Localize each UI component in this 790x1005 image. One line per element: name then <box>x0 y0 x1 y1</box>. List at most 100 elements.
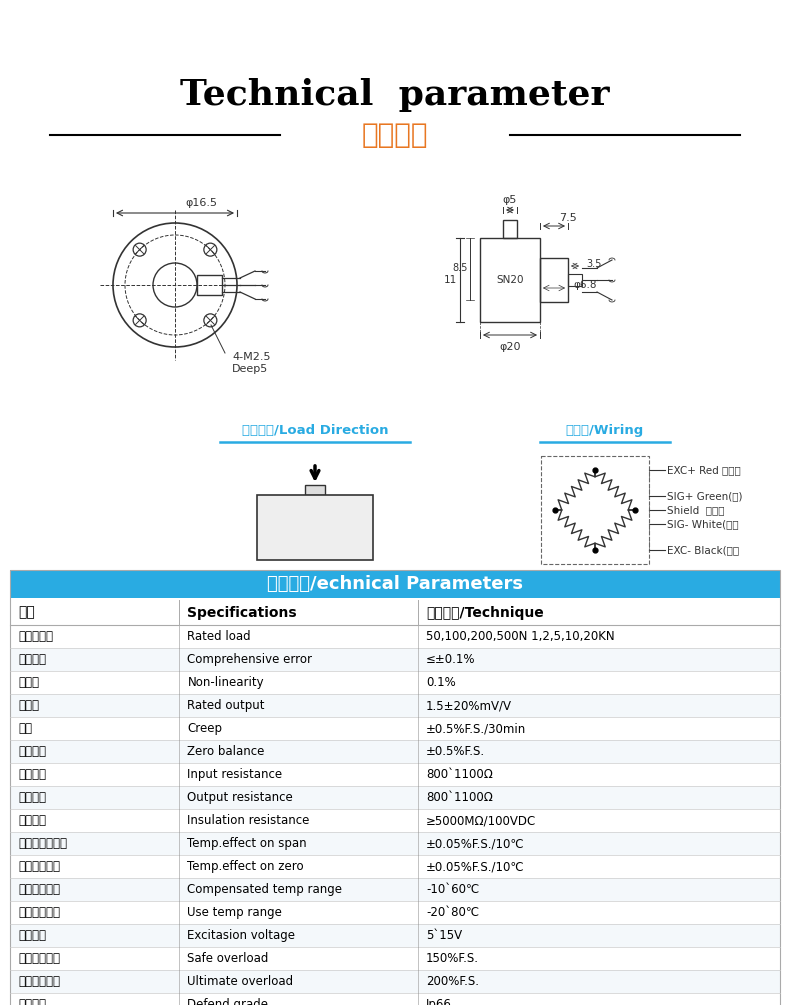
Bar <box>10 740 780 763</box>
Bar <box>10 694 780 717</box>
Text: Use temp range: Use temp range <box>187 906 282 919</box>
Text: 综合误差: 综合误差 <box>18 653 46 666</box>
Text: 200%F.S.: 200%F.S. <box>426 975 479 988</box>
Text: 温度补偿范围: 温度补偿范围 <box>18 883 60 896</box>
Text: Excitasion voltage: Excitasion voltage <box>187 929 295 942</box>
Bar <box>10 786 780 809</box>
Text: 绝缘电阻: 绝缘电阻 <box>18 814 46 827</box>
Text: 150%F.S.: 150%F.S. <box>426 952 479 965</box>
Bar <box>10 648 780 671</box>
Text: SIG- White(白）: SIG- White(白） <box>667 519 739 529</box>
Bar <box>10 993 780 1005</box>
Text: 技术参数: 技术参数 <box>362 121 428 149</box>
Text: ±0.05%F.S./10℃: ±0.05%F.S./10℃ <box>426 837 525 850</box>
Text: 受力方式/Load Direction: 受力方式/Load Direction <box>242 423 388 436</box>
Text: Rated load: Rated load <box>187 630 251 643</box>
Text: -10`60℃: -10`60℃ <box>426 883 480 896</box>
Text: 灵敏度温度影响: 灵敏度温度影响 <box>18 837 67 850</box>
Text: 零点输出: 零点输出 <box>18 745 46 758</box>
Text: Creep: Creep <box>187 722 223 735</box>
Text: φ16.5: φ16.5 <box>185 198 217 208</box>
Text: Zero balance: Zero balance <box>187 745 265 758</box>
Text: 使用温度范围: 使用温度范围 <box>18 906 60 919</box>
Text: 800`1100Ω: 800`1100Ω <box>426 768 493 781</box>
Text: Safe overload: Safe overload <box>187 952 269 965</box>
Text: Deep5: Deep5 <box>232 364 269 374</box>
Text: EXC- Black(黑）: EXC- Black(黑） <box>667 545 739 555</box>
Bar <box>480 238 540 322</box>
Bar <box>568 274 582 286</box>
Text: 技术指标/Technique: 技术指标/Technique <box>426 605 544 619</box>
Text: 激励电压: 激励电压 <box>18 929 46 942</box>
Text: Ultimate overload: Ultimate overload <box>187 975 294 988</box>
Bar <box>10 855 780 878</box>
Text: 灵敏度: 灵敏度 <box>18 699 39 712</box>
Text: EXC+ Red （红）: EXC+ Red （红） <box>667 465 741 475</box>
Bar <box>10 625 780 648</box>
Bar <box>10 878 780 901</box>
Text: SIG+ Green(绿): SIG+ Green(绿) <box>667 491 743 501</box>
Text: φ5: φ5 <box>502 195 517 205</box>
Text: Technical  parameter: Technical parameter <box>180 78 610 112</box>
Text: ≤±0.1%: ≤±0.1% <box>426 653 476 666</box>
Text: 参数: 参数 <box>18 605 35 619</box>
Bar <box>540 258 568 302</box>
Text: 8.5: 8.5 <box>453 263 468 273</box>
Text: 安全过载范围: 安全过载范围 <box>18 952 60 965</box>
Text: Insulation resistance: Insulation resistance <box>187 814 310 827</box>
Bar <box>10 600 780 625</box>
Text: 输入阻抗: 输入阻抗 <box>18 768 46 781</box>
Text: ±0.05%F.S./10℃: ±0.05%F.S./10℃ <box>426 860 525 873</box>
Bar <box>305 485 325 495</box>
Bar <box>10 924 780 947</box>
Text: φ20: φ20 <box>499 342 521 352</box>
Text: 0.1%: 0.1% <box>426 676 456 689</box>
Bar <box>10 970 780 993</box>
Text: -20`80℃: -20`80℃ <box>426 906 480 919</box>
Text: 非线性: 非线性 <box>18 676 39 689</box>
Text: Ip66: Ip66 <box>426 998 452 1005</box>
Text: Specifications: Specifications <box>187 605 297 619</box>
Text: ≥5000MΩ/100VDC: ≥5000MΩ/100VDC <box>426 814 536 827</box>
Text: φ6.8: φ6.8 <box>573 280 596 290</box>
Bar <box>10 901 780 924</box>
Bar <box>10 947 780 970</box>
Text: 50,100,200,500N 1,2,5,10,20KN: 50,100,200,500N 1,2,5,10,20KN <box>426 630 615 643</box>
Text: SN20: SN20 <box>496 275 524 285</box>
Text: 5`15V: 5`15V <box>426 929 462 942</box>
Bar <box>10 671 780 694</box>
Bar <box>541 456 649 564</box>
Text: Defend grade: Defend grade <box>187 998 269 1005</box>
Text: Compensated temp range: Compensated temp range <box>187 883 342 896</box>
Text: 7.5: 7.5 <box>559 213 577 223</box>
Text: ±0.5%F.S./30min: ±0.5%F.S./30min <box>426 722 526 735</box>
Text: Input resistance: Input resistance <box>187 768 283 781</box>
Bar <box>10 570 780 598</box>
Bar <box>503 220 517 238</box>
Bar <box>10 570 780 1005</box>
Text: Shield  屏蔽线: Shield 屏蔽线 <box>667 505 724 515</box>
Text: 传感器量程: 传感器量程 <box>18 630 53 643</box>
Text: 蠕变: 蠕变 <box>18 722 32 735</box>
Text: 极限过载范围: 极限过载范围 <box>18 975 60 988</box>
Text: Temp.effect on zero: Temp.effect on zero <box>187 860 304 873</box>
Text: 11: 11 <box>443 275 457 285</box>
Text: 3.5: 3.5 <box>586 259 602 269</box>
Bar <box>10 717 780 740</box>
Text: Non-linearity: Non-linearity <box>187 676 264 689</box>
Text: 输出阻抗: 输出阻抗 <box>18 791 46 804</box>
Text: ±0.5%F.S.: ±0.5%F.S. <box>426 745 485 758</box>
Bar <box>257 495 373 560</box>
Text: 800`1100Ω: 800`1100Ω <box>426 791 493 804</box>
Text: Output resistance: Output resistance <box>187 791 293 804</box>
Bar <box>10 832 780 855</box>
Text: Comprehensive error: Comprehensive error <box>187 653 312 666</box>
Text: 零点温度影响: 零点温度影响 <box>18 860 60 873</box>
Text: Temp.effect on span: Temp.effect on span <box>187 837 307 850</box>
Text: 技术参数/echnical Parameters: 技术参数/echnical Parameters <box>267 575 523 593</box>
Text: 防护等级: 防护等级 <box>18 998 46 1005</box>
Bar <box>197 275 222 295</box>
Text: 1.5±20%mV/V: 1.5±20%mV/V <box>426 699 512 712</box>
Text: 接线图/Wiring: 接线图/Wiring <box>566 423 644 436</box>
Bar <box>10 809 780 832</box>
